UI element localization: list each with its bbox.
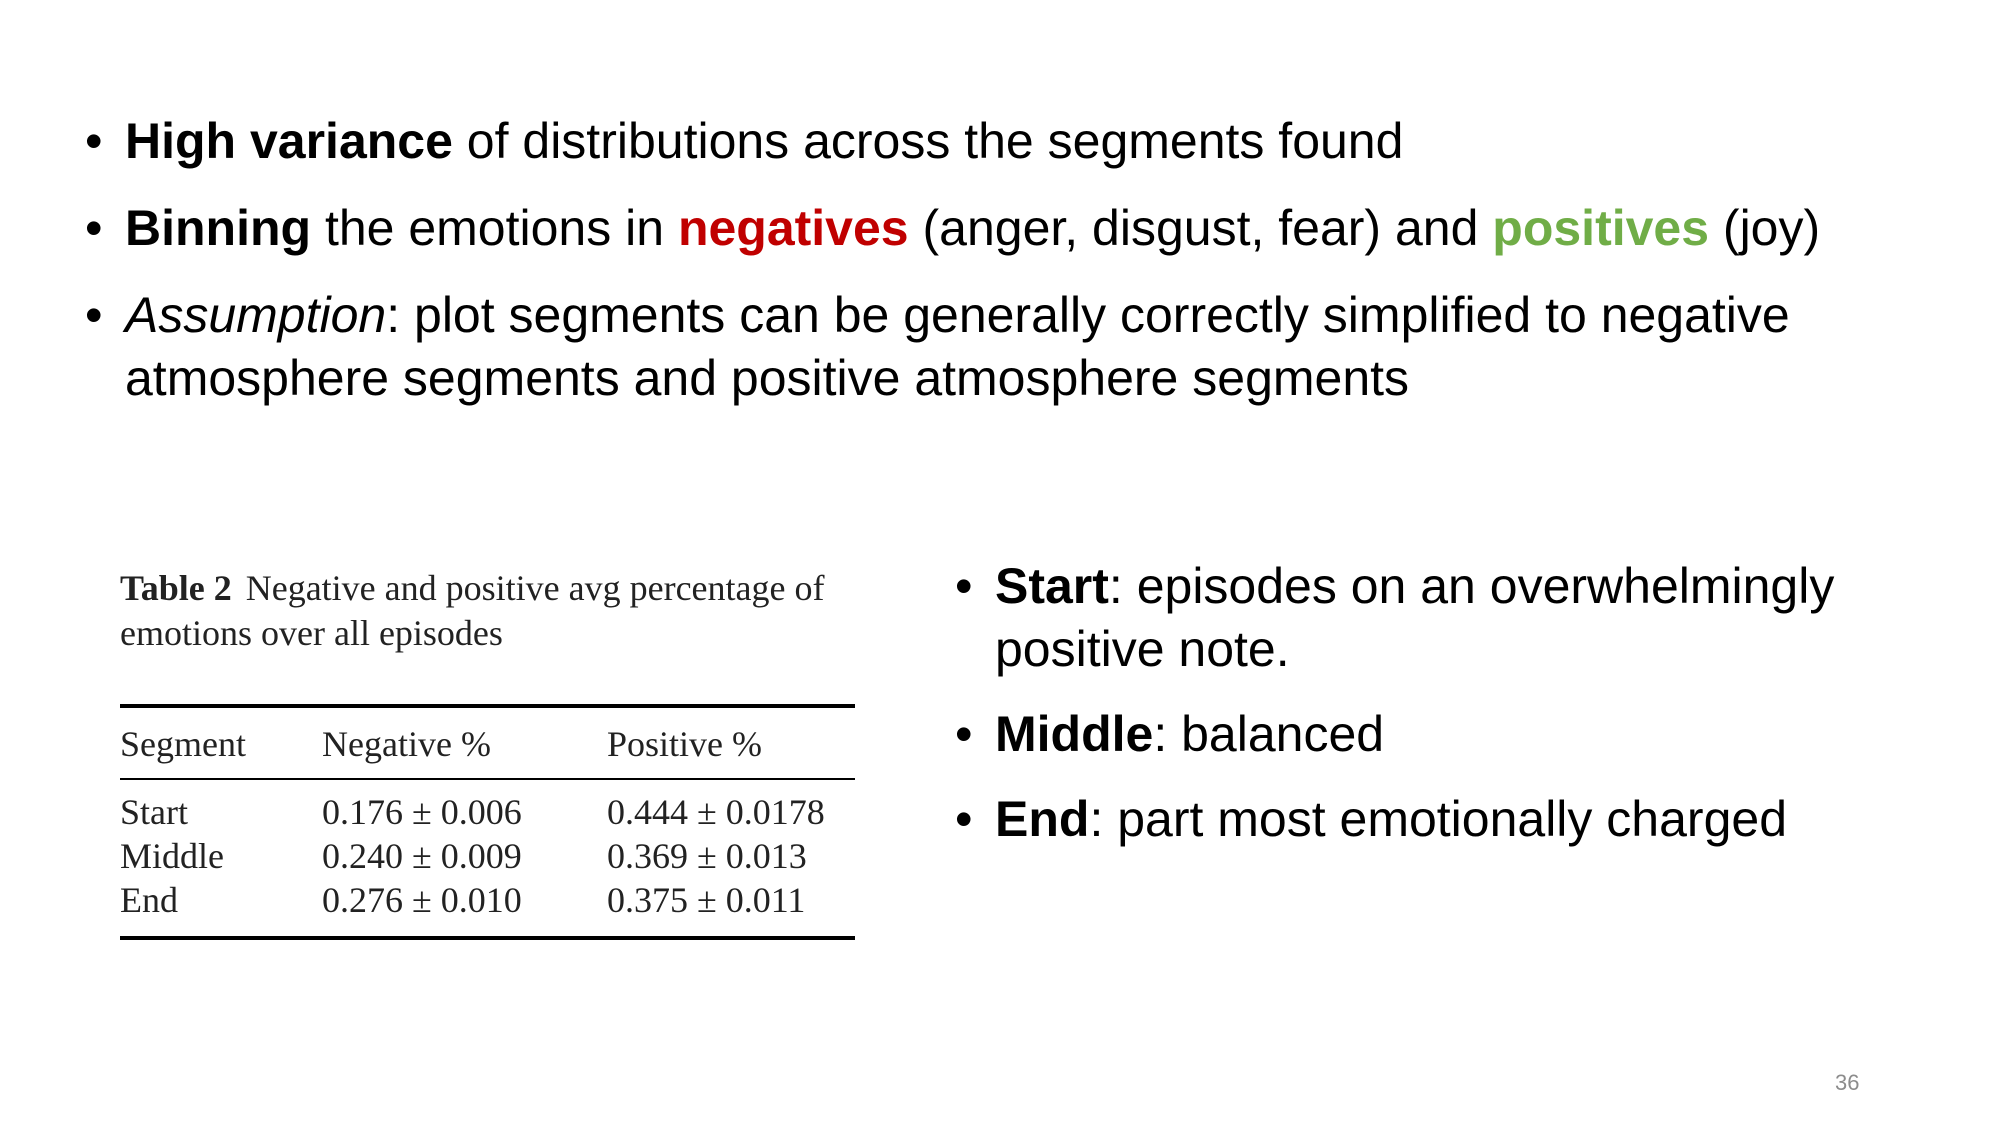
cell-negative: 0.276 ± 0.010 [322, 878, 607, 940]
header-negative: Negative % [322, 704, 607, 780]
segment-bullet-list: • Start: episodes on an overwhelmingly p… [955, 555, 1835, 873]
bullet-binning: • Binning the emotions in negatives (ang… [85, 197, 1965, 260]
bullet-text: : plot segments can be generally correct… [125, 287, 1790, 406]
bullet-text: : episodes on an overwhelmingly positive… [995, 558, 1835, 677]
bullet-text: : part most emotionally charged [1089, 791, 1787, 847]
negatives-term: negatives [677, 200, 909, 256]
table-row: Start 0.176 ± 0.006 0.444 ± 0.0178 [120, 779, 855, 834]
bullet-text: (joy) [1709, 200, 1821, 256]
bullet-high-variance: • High variance of distributions across … [85, 110, 1965, 173]
bullet-dot: • [955, 558, 973, 614]
bullet-text: : balanced [1153, 706, 1385, 762]
page-number: 36 [1835, 1070, 1860, 1095]
table-row: Middle 0.240 ± 0.009 0.369 ± 0.013 [120, 834, 855, 878]
cell-negative: 0.176 ± 0.006 [322, 792, 522, 832]
cell-segment: End [120, 878, 322, 940]
bold-term: Binning [125, 200, 312, 256]
cell-segment: Start [120, 792, 188, 832]
bold-term: Start [995, 558, 1109, 614]
bullet-dot: • [955, 791, 973, 847]
positives-term: positives [1492, 200, 1710, 256]
results-table-block: Table 2 Negative and positive avg percent… [120, 566, 855, 940]
cell-positive: 0.369 ± 0.013 [607, 836, 807, 876]
cell-positive: 0.444 ± 0.0178 [607, 792, 825, 832]
italic-term: Assumption [125, 287, 387, 343]
bullet-text: (anger, disgust, fear) and [908, 200, 1493, 256]
bullet-assumption: • Assumption: plot segments can be gener… [85, 284, 1965, 410]
header-positive: Positive % [607, 704, 855, 780]
bold-term: End [995, 791, 1090, 847]
cell-positive: 0.375 ± 0.011 [607, 878, 855, 940]
table-row: End 0.276 ± 0.010 0.375 ± 0.011 [120, 878, 855, 940]
bullet-text: of distributions across the segments fou… [452, 113, 1404, 169]
bullet-dot: • [85, 113, 103, 169]
table-caption-label: Table 2 [120, 568, 232, 608]
bullet-dot: • [85, 287, 103, 343]
table-caption: Table 2 Negative and positive avg percent… [120, 566, 855, 656]
bold-term: High variance [125, 113, 453, 169]
bullet-start: • Start: episodes on an overwhelmingly p… [955, 555, 1835, 681]
bullet-dot: • [85, 200, 103, 256]
cell-segment: Middle [120, 836, 224, 876]
bullet-end: • End: part most emotionally charged [955, 788, 1835, 851]
results-table: Segment Negative % Positive % Start 0.17… [120, 704, 855, 940]
header-segment: Segment [120, 704, 322, 780]
cell-negative: 0.240 ± 0.009 [322, 836, 522, 876]
table-header-row: Segment Negative % Positive % [120, 704, 855, 780]
bullet-dot: • [955, 706, 973, 762]
table-caption-text: Negative and positive avg percentage of … [120, 568, 825, 653]
bullet-middle: • Middle: balanced [955, 703, 1835, 766]
bullet-text: the emotions in [311, 200, 678, 256]
top-bullet-list: • High variance of distributions across … [85, 110, 1965, 434]
bold-term: Middle [995, 706, 1154, 762]
